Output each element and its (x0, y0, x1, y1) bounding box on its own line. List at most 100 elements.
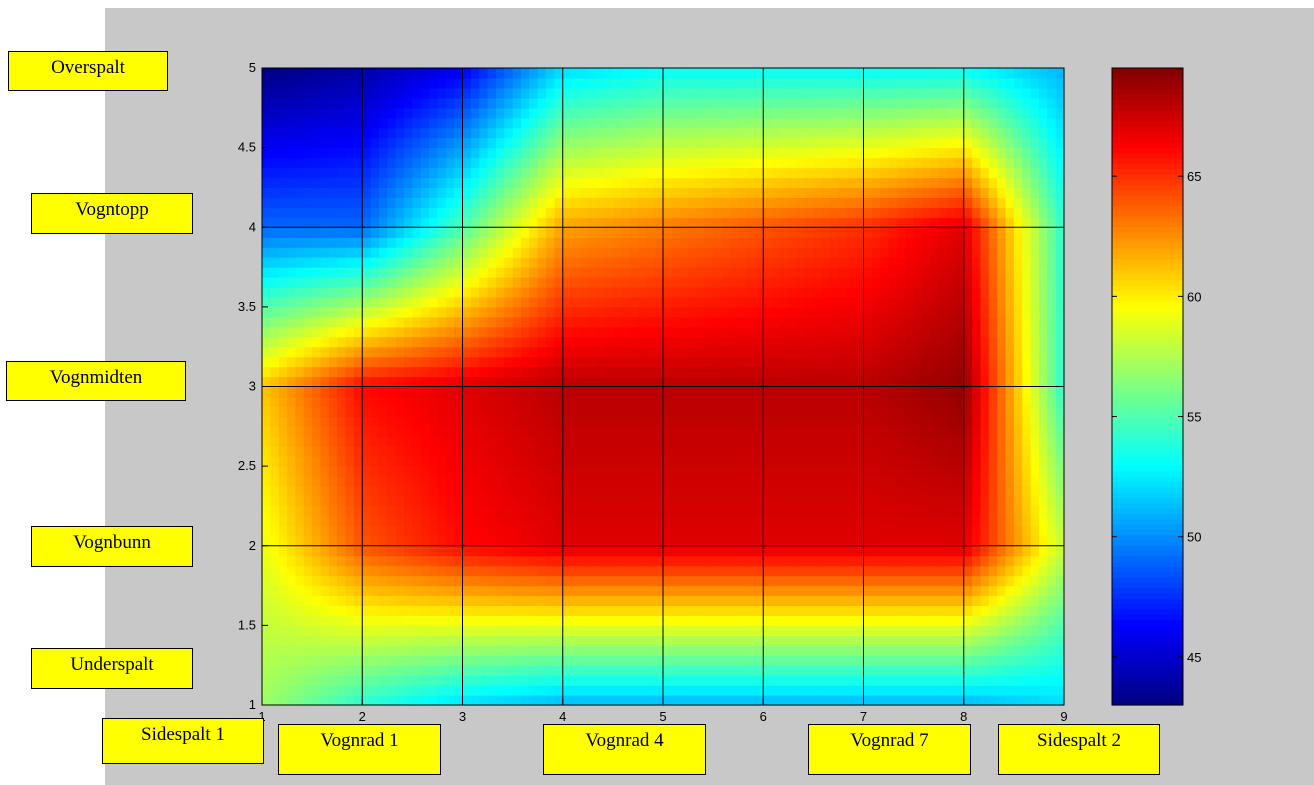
heat-cell (454, 406, 464, 417)
heat-cell (579, 336, 589, 348)
heat-cell (855, 326, 865, 338)
heat-cell (387, 575, 397, 587)
heat-cell (1038, 426, 1048, 437)
heat-cell (370, 495, 380, 507)
heat-cell (320, 257, 330, 268)
heat-cell (554, 366, 564, 378)
heat-cell (863, 565, 873, 577)
heat-cell (278, 237, 288, 248)
heat-cell (955, 545, 965, 557)
heat-cell (270, 286, 280, 298)
heat-cell (454, 396, 464, 407)
heat-cell (738, 326, 748, 338)
heat-cell (763, 545, 773, 557)
heat-cell (303, 336, 313, 348)
heat-cell (554, 376, 564, 388)
heat-cell (729, 625, 739, 636)
heat-cell (930, 386, 940, 398)
heat-cell (888, 396, 898, 407)
heat-cell (537, 685, 547, 696)
heat-cell (972, 286, 982, 298)
heat-cell (429, 595, 439, 607)
heat-cell (378, 466, 388, 477)
heat-cell (696, 356, 706, 368)
heat-cell (997, 695, 1007, 706)
heat-cell (913, 247, 923, 258)
heat-cell (287, 426, 297, 437)
heat-cell (713, 555, 723, 567)
heat-cell (495, 675, 505, 686)
heat-cell (938, 565, 948, 577)
heat-cell (1013, 645, 1023, 656)
heat-cell (871, 685, 881, 696)
heat-cell (1013, 336, 1023, 348)
heat-cell (871, 217, 881, 228)
heat-cell (295, 277, 305, 288)
heat-cell (504, 217, 514, 228)
heat-cell (746, 665, 756, 676)
heat-cell (504, 545, 514, 557)
heat-cell (320, 545, 330, 557)
heat-cell (963, 575, 973, 587)
heat-cell (1038, 555, 1048, 567)
heat-cell (721, 535, 731, 547)
heat-cell (378, 396, 388, 407)
heat-cell (947, 346, 956, 358)
heat-cell (337, 456, 347, 467)
heat-cell (921, 605, 931, 617)
heat-cell (537, 555, 547, 567)
heat-cell (729, 605, 739, 617)
heat-cell (771, 187, 781, 198)
heat-cell (596, 476, 606, 487)
heat-cell (596, 326, 606, 338)
heat-cell (429, 605, 439, 617)
heat-cell (1005, 187, 1015, 198)
heat-cell (546, 406, 555, 417)
heat-cell (729, 505, 739, 517)
heat-cell (988, 655, 998, 666)
heat-cell (445, 237, 455, 248)
heat-cell (813, 466, 823, 477)
heat-cell (637, 286, 647, 298)
heat-cell (796, 247, 806, 258)
heat-cell (696, 515, 706, 527)
heat-cell (404, 286, 413, 298)
heat-cell (1055, 645, 1065, 656)
heat-cell (1047, 346, 1057, 358)
heat-cell (830, 675, 840, 686)
heat-cell (454, 535, 464, 547)
heat-cell (654, 446, 664, 457)
heat-cell (938, 187, 948, 198)
heat-cell (921, 525, 931, 537)
heat-cell (805, 376, 814, 388)
heat-cell (696, 456, 706, 467)
heat-cell (445, 306, 455, 318)
heat-cell (353, 376, 363, 388)
heat-cell (479, 366, 489, 378)
heat-cell (537, 436, 547, 447)
heat-cell (913, 545, 923, 557)
heat-cell (779, 495, 789, 507)
heat-cell (621, 535, 631, 547)
heat-cell (612, 486, 622, 497)
heat-cell (270, 615, 280, 626)
heat-cell (813, 635, 823, 646)
heat-cell (721, 277, 731, 288)
heat-cell (980, 316, 990, 328)
heat-cell (688, 575, 698, 587)
heat-cell (345, 505, 355, 517)
heat-cell (955, 495, 965, 507)
heat-cell (445, 326, 455, 338)
heat-cell (487, 326, 497, 338)
heat-cell (930, 655, 940, 666)
heat-cell (504, 267, 514, 278)
heat-cell (972, 436, 982, 447)
heat-cell (604, 525, 614, 537)
heat-cell (938, 436, 948, 447)
heat-cell (713, 436, 723, 447)
heat-cell (437, 426, 447, 437)
heat-cell (437, 665, 447, 676)
heat-cell (746, 476, 756, 487)
heat-cell (947, 207, 956, 218)
heat-cell (896, 486, 906, 497)
